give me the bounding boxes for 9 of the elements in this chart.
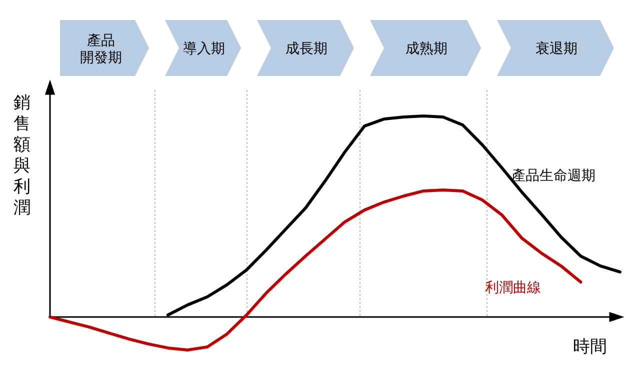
text: 成長期 bbox=[286, 41, 328, 57]
series-label: 產品生命週期 bbox=[512, 168, 596, 184]
y-axis-title: 銷售額與利潤 bbox=[14, 93, 30, 218]
text: 成熟期 bbox=[406, 41, 448, 57]
series-label: 利潤曲線 bbox=[485, 280, 542, 296]
text: 衰退期 bbox=[536, 41, 578, 57]
text: 產品開發期 bbox=[80, 33, 122, 66]
x-axis-title: 時間 bbox=[573, 337, 607, 357]
text: 導入期 bbox=[183, 41, 226, 57]
